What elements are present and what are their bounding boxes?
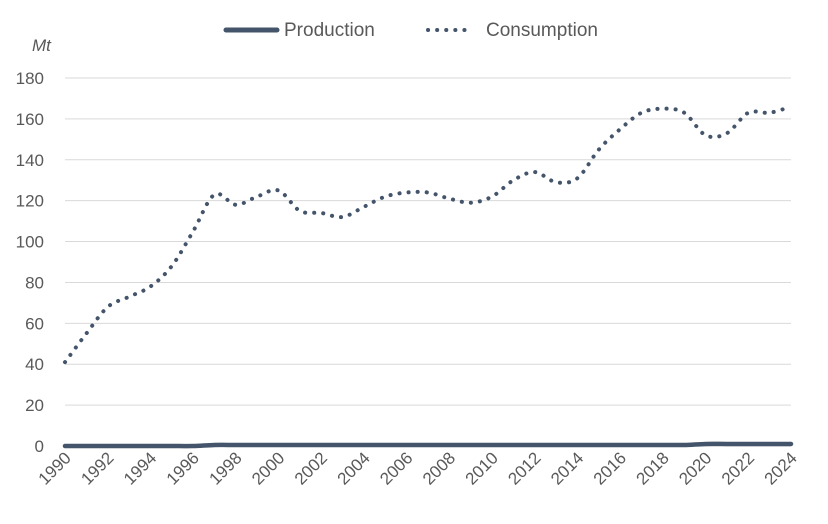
y-tick-label: 160 [16, 110, 44, 129]
x-tick-label: 2022 [718, 448, 758, 488]
gridlines [65, 77, 791, 447]
y-tick-label: 100 [16, 233, 44, 252]
y-tick-label: 0 [35, 437, 44, 456]
x-tick-label: 2004 [334, 448, 374, 488]
legend-label-consumption: Consumption [486, 20, 598, 41]
y-tick-label: 120 [16, 192, 44, 211]
x-tick-label: 2010 [462, 448, 502, 488]
y-tick-label: 20 [25, 396, 44, 415]
x-tick-label: 2020 [675, 448, 715, 488]
y-tick-label: 80 [25, 273, 44, 292]
x-tick-label: 1996 [163, 448, 203, 488]
x-axis-ticks: 1990 1992 1994 1996 1998 2000 2002 2004 2006 2008… [35, 448, 801, 488]
x-tick-label: 1992 [77, 448, 117, 488]
series-lines [62, 104, 794, 449]
x-tick-label: 2008 [419, 448, 459, 488]
x-tick-label: 2014 [547, 448, 587, 488]
x-tick-label: 2000 [248, 448, 288, 488]
x-tick-label: 2016 [590, 448, 630, 488]
series-line-consumption [63, 104, 793, 365]
legend-label-production: Production [284, 20, 375, 41]
x-tick-label: 2018 [633, 448, 673, 488]
x-tick-label: 2002 [291, 448, 331, 488]
y-tick-label: 40 [25, 355, 44, 374]
y-tick-label: 60 [25, 314, 44, 333]
y-axis-unit-label: Mt [32, 36, 52, 55]
x-tick-label: 1998 [205, 448, 245, 488]
x-tick-label: 2024 [761, 448, 801, 488]
x-tick-label: 1994 [120, 448, 160, 488]
y-axis-ticks: 0 20 40 60 80 100 120 140 160 180 [16, 69, 44, 456]
legend: Production Consumption [223, 20, 598, 41]
series-line-production [62, 441, 794, 449]
x-tick-label: 2012 [504, 448, 544, 488]
y-tick-label: 180 [16, 69, 44, 88]
x-tick-label: 2006 [376, 448, 416, 488]
y-tick-label: 140 [16, 151, 44, 170]
